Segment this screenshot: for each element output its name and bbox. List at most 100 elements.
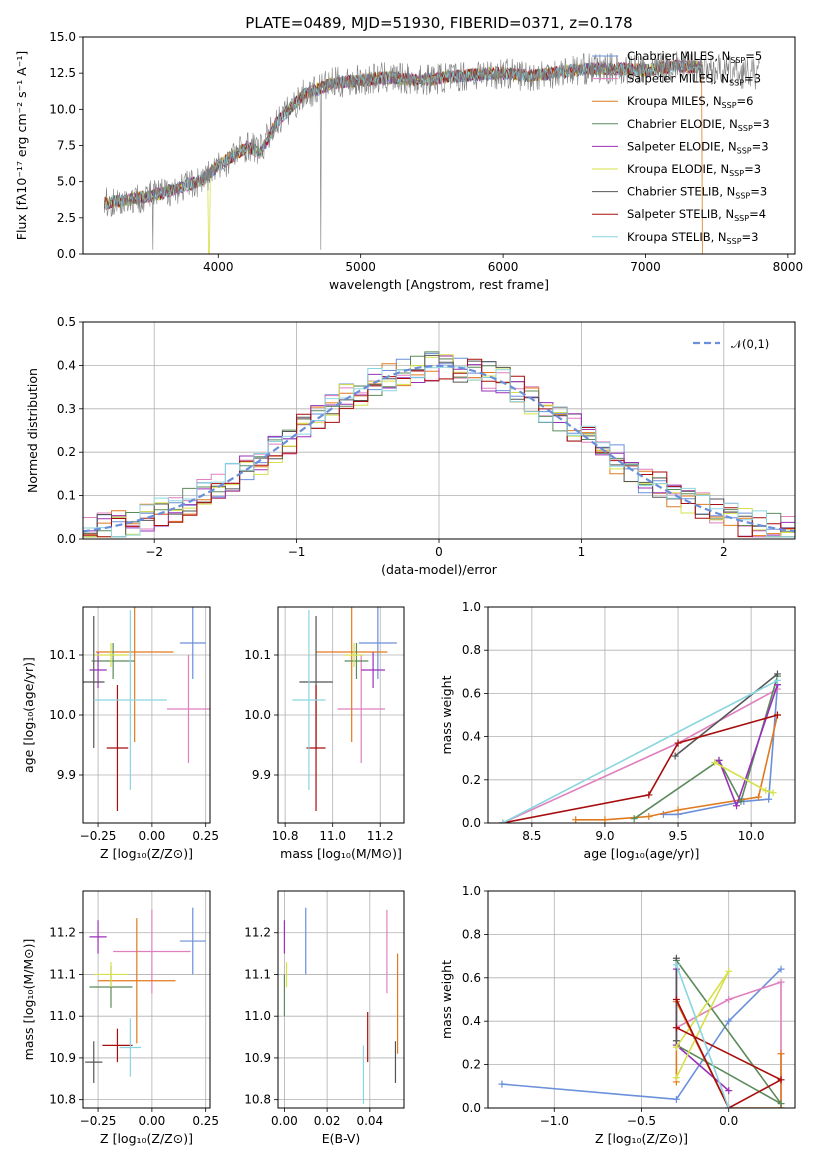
errorbar-point [95, 607, 174, 742]
axes-frame [487, 606, 796, 824]
legend-entry: Kroupa ELODIE, NSSP=3 [627, 162, 761, 178]
legend-entry: Chabrier MILES, NSSP=5 [627, 49, 762, 65]
mass-weight-marker [630, 815, 638, 823]
errorbar-point [102, 1028, 133, 1063]
legend-entry: Salpeter ELODIE, NSSP=3 [627, 139, 769, 155]
errorbar-point [93, 610, 167, 790]
mass-weight-marker [725, 1104, 733, 1108]
errorbar-point [179, 607, 206, 679]
x-tick-label: 10.0 [738, 829, 765, 843]
legend-entry-count: =6 [737, 94, 754, 108]
axes-frame [277, 890, 405, 1109]
mass-weight-marker [645, 813, 653, 821]
y-axis-label: age [log₁₀(age/yr)] [21, 657, 36, 773]
mass-weight-marker [645, 791, 653, 799]
y-tick-label: 0.2 [462, 1058, 481, 1072]
y-tick-label: 0.0 [462, 1101, 481, 1115]
y-tick-label: 5.0 [57, 175, 76, 189]
errorbar-point [361, 652, 385, 688]
x-tick-label: 0.02 [314, 1114, 341, 1128]
axes-frame [82, 890, 211, 1109]
x-tick-label: 9.5 [669, 829, 688, 843]
y-tick-label: 2.5 [57, 211, 76, 225]
x-tick-label: 0.00 [271, 1114, 298, 1128]
mass-weight-marker [672, 1043, 680, 1051]
mass-weight-vs-metallicity-panel: −1.0 −0.5 0.0 0.0 0.2 0.4 0.6 0.8 1.0 Z [log₁₀(Z/… [439, 884, 796, 1146]
mass-vs-reddening-panel: 0.00 0.02 0.04 10.8 10.9 11.0 11.1 11.2 E(B-V) [244, 890, 405, 1146]
mass-weight-line [502, 679, 778, 823]
mass-weight-marker [725, 1087, 733, 1095]
x-tick-label: 11.0 [319, 829, 346, 843]
y-tick-label: 10.1 [244, 648, 271, 662]
errorbar-point [179, 907, 206, 975]
errorbar-point [89, 920, 107, 954]
legend-entry-subscript: SSP [730, 56, 745, 65]
y-tick-label: 0.8 [462, 643, 481, 657]
grid-lines [83, 607, 210, 823]
mass-weight-marker [777, 978, 785, 986]
legend-entry-name: Salpeter STELIB, N [627, 207, 734, 221]
legend-entry: Salpeter MILES, NSSP=3 [627, 72, 761, 88]
errorbar-point [316, 607, 388, 742]
x-tick-label: 6000 [488, 260, 519, 274]
legend-entry-count: =3 [744, 162, 761, 176]
mass-weight-marker [671, 752, 679, 760]
x-tick-label: 0.00 [139, 1114, 166, 1128]
y-tick-label: 11.1 [244, 967, 271, 981]
y-tick-label: 10.8 [49, 1093, 76, 1107]
y-tick-label: 15.0 [49, 30, 76, 44]
plot-area [83, 607, 210, 811]
y-tick-label: 10.9 [49, 1051, 76, 1065]
y-tick-label: 7.5 [57, 139, 76, 153]
mass-weight-marker [601, 816, 609, 823]
mass-weight-marker [672, 954, 680, 962]
x-tick-label: 0.04 [356, 1114, 383, 1128]
y-tick-label: 0.4 [57, 358, 76, 372]
mass-weight-marker [672, 1037, 680, 1045]
legend-entry: Kroupa MILES, NSSP=6 [627, 94, 753, 110]
errorbar-point [106, 685, 129, 811]
mass-weight-marker [672, 1074, 680, 1082]
x-axis-label: age [log₁₀(age/yr)] [584, 846, 700, 861]
y-tick-label: 11.0 [49, 1009, 76, 1023]
mass-weight-marker [674, 806, 682, 814]
mass-weight-line [575, 714, 779, 821]
mass-weight-marker [769, 789, 777, 797]
legend-entry-subscript: SSP [722, 101, 737, 110]
legend-entry-count: =3 [744, 72, 761, 86]
axes-frame [487, 890, 796, 1109]
x-tick-label: 11.2 [367, 829, 394, 843]
plot-area [104, 50, 760, 254]
mass-weight-marker [773, 711, 781, 719]
y-tick-label: 11.2 [244, 926, 271, 940]
observed-spectrum-line [104, 50, 760, 250]
legend-entry-count: =3 [742, 230, 759, 244]
legend-entry: 𝒩(0,1) [731, 337, 769, 351]
y-axis-label: Flux [fλ10⁻¹⁷ erg cm⁻² s⁻¹ A⁻¹] [14, 51, 29, 240]
mass-weight-marker [754, 793, 762, 801]
errorbar-point [344, 643, 364, 667]
mass-weight-line [663, 684, 779, 816]
x-tick-label: 2 [720, 545, 728, 559]
x-axis-label: Z [log₁₀(Z/Z⊙)] [100, 846, 193, 861]
x-tick-label: 9.0 [595, 829, 614, 843]
grid-lines [278, 607, 404, 823]
grid-lines [83, 891, 210, 1108]
mass-weight-line [502, 714, 778, 823]
y-tick-label: 1.0 [462, 600, 481, 614]
y-tick-label: 0.5 [57, 315, 76, 329]
mass-weight-marker [733, 802, 741, 810]
y-tick-label: 0.3 [57, 402, 76, 416]
plot-area [283, 907, 399, 1104]
legend-entry: Chabrier STELIB, NSSP=3 [627, 185, 767, 201]
x-tick-label: 0.00 [139, 829, 166, 843]
x-axis-label: Z [log₁₀(Z/Z⊙)] [100, 1131, 193, 1146]
legend-entry-count: =4 [749, 207, 766, 221]
plot-area [83, 351, 795, 538]
legend-entry-name: Salpeter MILES, N [627, 72, 729, 86]
mass-weight-line [676, 980, 782, 1108]
mass-weight-marker [711, 759, 719, 767]
errorbar-point [306, 685, 326, 811]
errorbar-point [113, 909, 191, 994]
legend-entry: Chabrier ELODIE, NSSP=3 [627, 117, 770, 133]
